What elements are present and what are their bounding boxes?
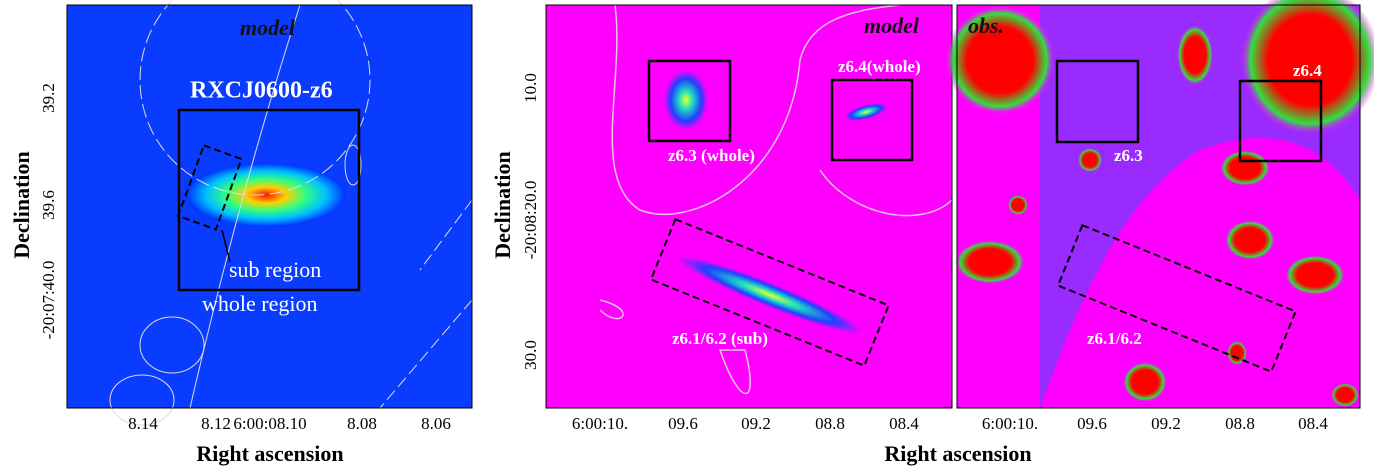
contour — [344, 144, 362, 186]
x-tick-label: 8.08 — [347, 414, 377, 433]
x-tick-label: 08.8 — [1225, 414, 1255, 433]
source — [955, 240, 1025, 284]
source — [1331, 383, 1359, 407]
annotation: sub region — [229, 257, 321, 282]
source — [1240, 0, 1374, 135]
source — [1123, 362, 1167, 402]
frame — [66, 4, 473, 409]
y-axis-label: Declination — [490, 151, 515, 259]
annotation: whole region — [202, 291, 317, 316]
x-tick-label: 6:00:10. — [982, 414, 1038, 433]
x-axis-label: Right ascension — [884, 441, 1031, 466]
frame — [956, 4, 1361, 409]
sub-region-box — [176, 144, 243, 231]
y-tick-label: 10.0 — [521, 73, 540, 103]
y-tick-label: 39.2 — [39, 83, 58, 113]
panel-background — [546, 5, 952, 408]
contour — [379, 199, 473, 409]
region-label: z6.1/6.2 — [1087, 329, 1142, 348]
panel-label: model — [240, 15, 296, 40]
source — [1225, 220, 1275, 260]
x-tick-label: 09.2 — [741, 414, 771, 433]
region-box — [1056, 223, 1297, 373]
x-tick-label: 08.4 — [1298, 414, 1328, 433]
panel-label: obs. — [968, 13, 1004, 38]
region-box — [830, 78, 914, 162]
x-tick-label: 08.4 — [889, 414, 919, 433]
region-label: z6.4(whole) — [838, 57, 921, 76]
contour — [139, 316, 205, 374]
source — [186, 163, 346, 227]
source — [1227, 341, 1247, 365]
region-box — [1055, 59, 1140, 144]
region-label: z6.4 — [1293, 61, 1322, 80]
region-box — [649, 217, 890, 367]
y-tick-label: -20:08:20.0 — [521, 181, 540, 260]
x-tick-label: 08.8 — [815, 414, 845, 433]
x-axis-label: Right ascension — [196, 441, 343, 466]
x-tick-label: 8.14 — [128, 414, 158, 433]
x-tick-label: 09.6 — [668, 414, 698, 433]
contour — [599, 4, 953, 395]
y-tick-label: 39.6 — [39, 190, 58, 220]
source — [844, 103, 888, 121]
region-label: z6.3 — [1114, 146, 1143, 165]
source — [677, 255, 863, 335]
pointer — [221, 229, 231, 263]
region-label: z6.1/6.2 (sub) — [672, 329, 768, 348]
source — [664, 70, 708, 130]
y-tick-label: -20:07:40.0 — [39, 261, 58, 340]
panel-label: model — [864, 13, 920, 38]
contour — [189, 4, 301, 409]
source — [1285, 255, 1345, 295]
frame — [545, 4, 953, 409]
contour — [109, 374, 175, 426]
x-tick-label: 8.06 — [421, 414, 451, 433]
region-label: z6.3 (whole) — [668, 146, 755, 165]
x-tick-label: 09.6 — [1077, 414, 1107, 433]
x-tick-label: 6:00:08.10 — [233, 414, 306, 433]
x-tick-label: 6:00:10. — [572, 414, 628, 433]
source — [945, 5, 1055, 115]
x-tick-label: 8.12 — [201, 414, 231, 433]
contour — [139, 0, 371, 196]
whole-region-box — [177, 108, 361, 292]
x-tick-label: 09.2 — [1151, 414, 1181, 433]
y-axis-label: Declination — [9, 151, 34, 259]
y-tick-label: 30.0 — [521, 340, 540, 370]
region-box — [1238, 79, 1323, 163]
source — [1008, 195, 1028, 215]
source — [1220, 150, 1270, 186]
region-box — [647, 59, 732, 143]
source — [1177, 25, 1213, 85]
panel-title: RXCJ0600-z6 — [190, 78, 333, 104]
source — [1078, 148, 1102, 172]
